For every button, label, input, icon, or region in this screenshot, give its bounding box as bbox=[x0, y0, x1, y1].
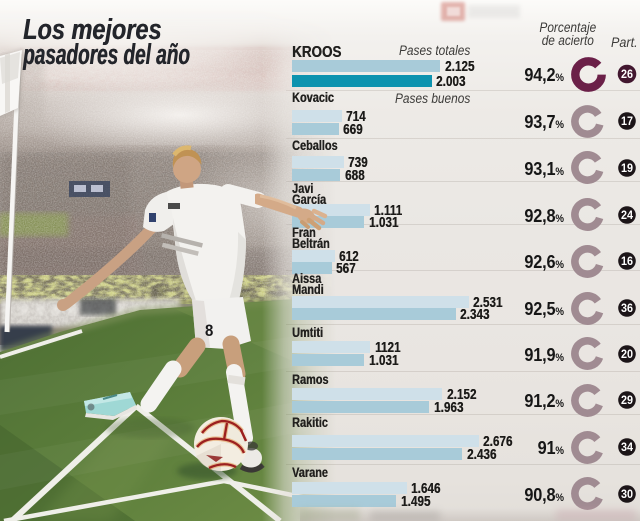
svg-text:29: 29 bbox=[621, 395, 633, 408]
svg-text:30: 30 bbox=[621, 488, 633, 501]
svg-text:16: 16 bbox=[621, 256, 633, 269]
svg-text:20: 20 bbox=[621, 348, 633, 361]
svg-text:17: 17 bbox=[621, 116, 633, 129]
svg-text:19: 19 bbox=[621, 162, 633, 175]
svg-text:36: 36 bbox=[621, 303, 633, 316]
svg-text:34: 34 bbox=[621, 442, 634, 455]
svg-text:24: 24 bbox=[621, 209, 634, 222]
svg-text:26: 26 bbox=[621, 69, 633, 82]
svg-text:8: 8 bbox=[205, 322, 213, 340]
